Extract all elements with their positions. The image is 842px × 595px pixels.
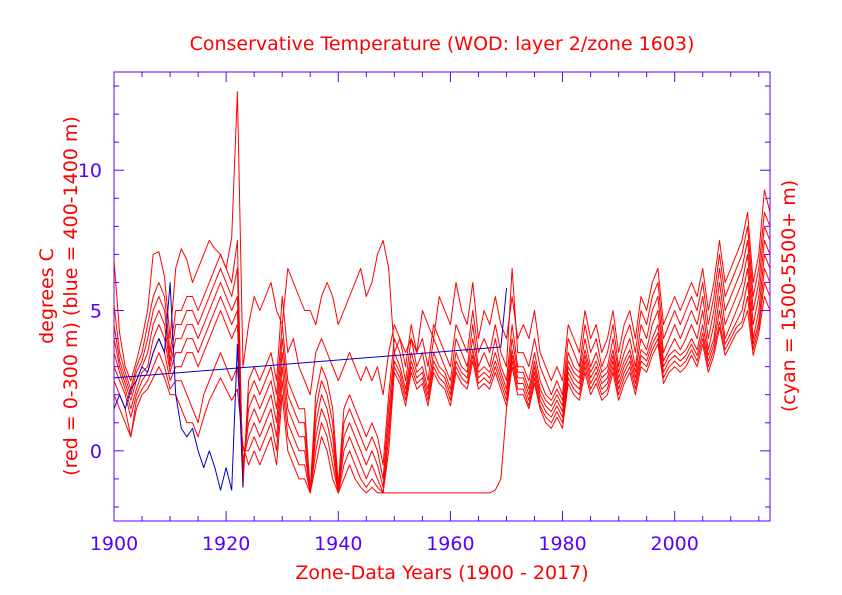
plot-frame (113, 71, 771, 522)
x-tick-label-2000: 2000 (651, 533, 699, 555)
y-tick-label-10: 10 (78, 160, 102, 182)
right-axis-label: (cyan = 1500-5500+ m) (778, 180, 800, 412)
y-tick-label-0: 0 (90, 441, 102, 463)
series-line-red-7 (113, 296, 771, 494)
series-line-red-2 (113, 225, 771, 491)
series-line-blue-8 (113, 282, 244, 491)
series-line-blue-9 (113, 288, 507, 379)
x-tick-label-1940: 1940 (314, 533, 362, 555)
series-line-red-0 (113, 91, 771, 382)
x-tick-label-1900: 1900 (90, 533, 138, 555)
ticks-layer: 1900 1920 1940 1960 1980 2000 0 5 10 (78, 72, 770, 555)
chart-title: Conservative Temperature (WOD: layer 2/z… (190, 33, 695, 55)
x-tick-label-1920: 1920 (202, 533, 250, 555)
series-line-red-6 (113, 282, 771, 494)
x-tick-label-1980: 1980 (538, 533, 586, 555)
series-line-red-3 (113, 239, 771, 491)
x-axis-label: Zone-Data Years (1900 - 2017) (295, 562, 588, 584)
x-tick-label-1960: 1960 (426, 533, 474, 555)
series-line-red-4 (113, 253, 771, 494)
series-layer (113, 91, 771, 494)
y-axis-label-line1: degrees C (36, 248, 58, 344)
series-line-red-5 (113, 267, 771, 494)
y-axis-label-line2: (red = 0-300 m) (blue = 400-1400 m) (60, 116, 82, 476)
y-tick-label-5: 5 (90, 301, 102, 323)
series-line-red-1 (113, 211, 771, 488)
